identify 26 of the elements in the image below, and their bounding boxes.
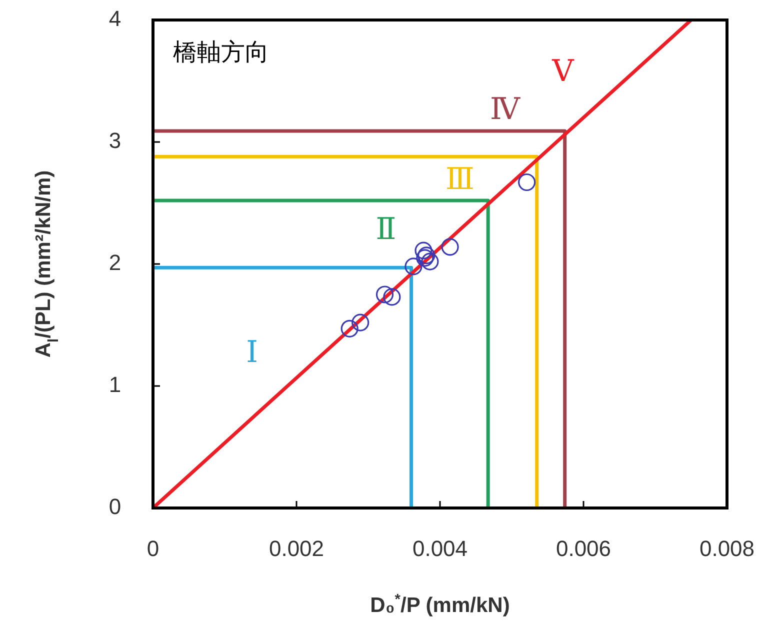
y-tick-label: 3 xyxy=(108,128,122,153)
series-label: Ⅱ xyxy=(376,212,396,246)
y-tick-label: 1 xyxy=(108,372,122,397)
point xyxy=(383,288,401,306)
point xyxy=(352,314,370,332)
annotation: 橋軸方向 xyxy=(173,39,269,66)
series-label: Ⅴ xyxy=(551,54,576,88)
point xyxy=(404,258,422,276)
point xyxy=(340,320,358,338)
point xyxy=(376,286,394,304)
x-axis-title: D₀$^{*}$/P (mm/kN) xyxy=(370,592,510,617)
x-tick-label: 0.006 xyxy=(556,536,612,561)
y-tick-label: 2 xyxy=(108,250,122,275)
y-tick-label: 4 xyxy=(108,6,122,31)
point xyxy=(421,252,439,270)
x-tick-label: 0.008 xyxy=(699,536,755,561)
x-tick-label: 0.004 xyxy=(412,536,468,561)
x-tick-label: 0 xyxy=(146,536,160,561)
point xyxy=(518,173,536,192)
series-label: Ⅳ xyxy=(490,92,522,126)
x-tick-label: 0.002 xyxy=(268,536,324,561)
text: Ⅰ xyxy=(246,336,258,369)
series-label: Ⅲ xyxy=(446,162,474,196)
point xyxy=(414,242,432,260)
y-tick-label: 0 xyxy=(108,494,122,519)
point xyxy=(441,238,459,256)
